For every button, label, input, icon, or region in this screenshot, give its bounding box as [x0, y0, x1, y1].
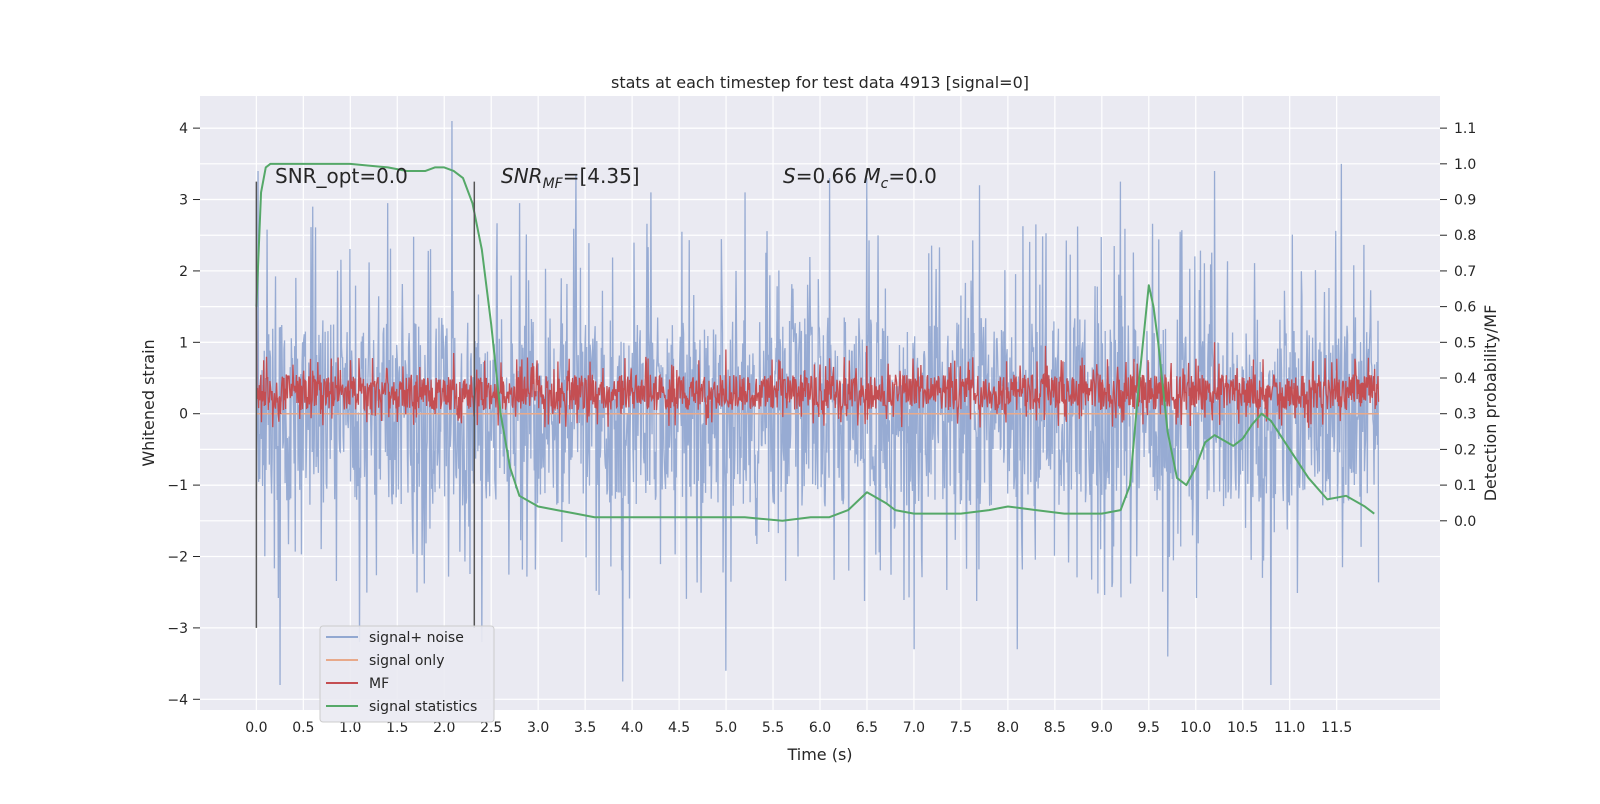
y-right-tick-label: 0.7: [1454, 264, 1476, 280]
y-right-tick-label: 0.2: [1454, 442, 1476, 458]
x-tick-label: 1.0: [339, 720, 361, 736]
y-right-tick-label: 0.8: [1454, 228, 1476, 244]
x-tick-label: 3.5: [574, 720, 596, 736]
y-right-tick-label: 0.9: [1454, 193, 1476, 209]
y-tick-label: 2: [179, 264, 188, 280]
x-tick-label: 8.5: [1044, 720, 1066, 736]
x-tick-label: 0.5: [292, 720, 314, 736]
x-tick-label: 10.5: [1227, 720, 1258, 736]
x-tick-label: 8.0: [997, 720, 1019, 736]
x-tick-label: 6.0: [809, 720, 831, 736]
y-tick-label: 0: [179, 407, 188, 423]
y-right-tick-label: 0.6: [1454, 300, 1476, 316]
x-tick-label: 5.0: [715, 720, 737, 736]
x-tick-label: 11.0: [1274, 720, 1305, 736]
legend-label-signal-statistics: signal statistics: [369, 699, 477, 715]
legend: signal+ noise signal only MF signal stat…: [319, 625, 495, 723]
x-tick-label: 0.0: [245, 720, 267, 736]
legend-label-signal-only: signal only: [369, 653, 444, 669]
y-right-tick-label: 1.0: [1454, 157, 1476, 173]
plot-content: [255, 120, 1380, 686]
y-axis-label: Whitened strain: [139, 339, 158, 466]
ticks: 0.0 0.5 1.0 1.5 2.0 2.5 3.0 3.5 4.0 4.5 5.0 5.5 6.0 6…: [167, 121, 1476, 736]
y-right-tick-label: 0.4: [1454, 371, 1476, 387]
annotation-snr-opt: SNR_opt=0.0: [275, 164, 408, 188]
x-tick-label: 7.5: [950, 720, 972, 736]
annotation-snr-mf: SNRMF=[4.35]: [501, 164, 640, 192]
y-right-tick-label: 0.3: [1454, 407, 1476, 423]
y-axis-label-right: Detection probability/MF: [1481, 305, 1500, 502]
x-tick-label: 3.0: [527, 720, 549, 736]
y-tick-label: −1: [167, 478, 188, 494]
legend-box: [319, 625, 495, 723]
x-tick-label: 2.5: [480, 720, 502, 736]
x-tick-label: 9.5: [1138, 720, 1160, 736]
legend-label-signal-noise: signal+ noise: [369, 630, 464, 646]
y-right-tick-label: 0.5: [1454, 335, 1476, 351]
annotation-s-mc: S=0.66 Mc=0.0: [783, 164, 937, 192]
x-tick-label: 11.5: [1321, 720, 1352, 736]
x-tick-label: 1.5: [386, 720, 408, 736]
series-signal-noise: [255, 120, 1380, 686]
x-tick-label: 5.5: [762, 720, 784, 736]
x-tick-label: 7.0: [903, 720, 925, 736]
annotations: SNR_opt=0.0 SNRMF=[4.35] S=0.66 Mc=0.0: [275, 164, 937, 192]
series-mf: [255, 306, 1380, 428]
x-axis-label: Time (s): [786, 745, 852, 764]
y-right-tick-label: 1.1: [1454, 121, 1476, 137]
x-tick-label: 10.0: [1180, 720, 1211, 736]
x-tick-label: 6.5: [856, 720, 878, 736]
y-tick-label: −4: [167, 692, 188, 708]
y-tick-label: 4: [179, 121, 188, 137]
x-tick-label: 9.0: [1091, 720, 1113, 736]
series-signal-statistics: [255, 162, 1375, 522]
x-tick-label: 2.0: [433, 720, 455, 736]
legend-label-mf: MF: [369, 676, 389, 692]
y-right-tick-label: 0.1: [1454, 478, 1476, 494]
x-tick-label: 4.0: [621, 720, 643, 736]
x-tick-label: 4.5: [668, 720, 690, 736]
y-tick-label: 3: [179, 193, 188, 209]
y-right-tick-label: 0.0: [1454, 514, 1476, 530]
y-tick-label: −3: [167, 621, 188, 637]
y-tick-label: 1: [179, 335, 188, 351]
chart-title: stats at each timestep for test data 491…: [611, 73, 1029, 92]
y-tick-label: −2: [167, 550, 188, 566]
